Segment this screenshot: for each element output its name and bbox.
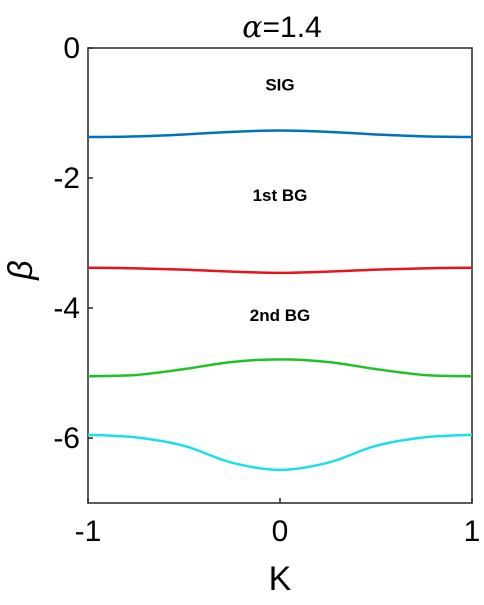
series-line-2 xyxy=(87,266,473,275)
series-group xyxy=(87,129,473,472)
title-symbol: α xyxy=(242,10,262,45)
chart-title: α=1.4 xyxy=(242,10,322,45)
y-tick-label: -6 xyxy=(53,422,80,455)
region-label: SIG xyxy=(265,75,294,94)
series-line-3 xyxy=(87,358,473,378)
title-value: =1.4 xyxy=(263,11,322,44)
annotations: SIG 1st BG 2nd BG xyxy=(250,75,310,325)
region-label: 1st BG xyxy=(253,186,308,205)
region-label: 2nd BG xyxy=(250,306,310,325)
x-tick-label: -1 xyxy=(75,515,102,548)
plot-area xyxy=(87,47,473,504)
series-line-4 xyxy=(87,433,473,472)
x-tick-label: 0 xyxy=(272,515,289,548)
x-tick-label: 1 xyxy=(464,515,481,548)
y-tick-label: -4 xyxy=(53,292,80,325)
y-tick-label: -2 xyxy=(53,162,80,195)
x-axis-label: K xyxy=(269,560,292,598)
x-axis: -1 0 1 xyxy=(75,498,481,548)
y-tick-label: 0 xyxy=(63,32,80,65)
y-axis-label: β xyxy=(2,260,40,280)
y-axis: 0 -2 -4 -6 xyxy=(53,32,93,455)
series-line-1 xyxy=(87,129,473,139)
